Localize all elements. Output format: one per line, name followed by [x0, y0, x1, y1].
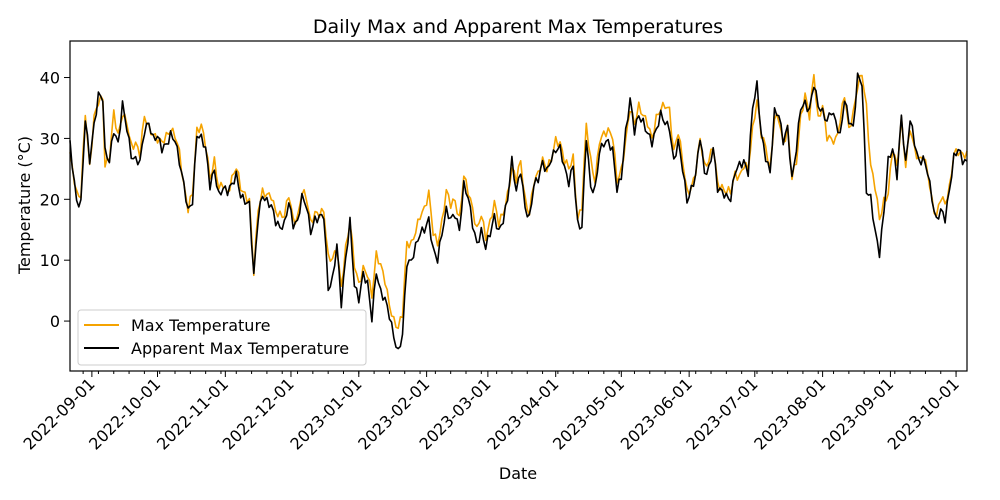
- legend-label-apparent: Apparent Max Temperature: [131, 339, 349, 358]
- legend-label-max: Max Temperature: [131, 316, 271, 335]
- y-tick-label: 10: [40, 251, 60, 270]
- legend-box: [77, 309, 367, 366]
- series-line-apparent-max-temperature: [69, 72, 968, 350]
- plot-area: [69, 72, 968, 350]
- series-line-max-temperature: [69, 73, 968, 330]
- y-axis-label: Temperature (°C): [15, 136, 34, 275]
- legend: Max Temperature Apparent Max Temperature: [77, 309, 367, 366]
- y-tick-label: 20: [40, 190, 60, 209]
- chart-title: Daily Max and Apparent Max Temperatures: [313, 16, 723, 38]
- y-tick-label: 0: [50, 312, 60, 331]
- plot-frame: [69, 40, 968, 372]
- y-tick-label: 30: [40, 129, 60, 148]
- y-tick-label: 40: [40, 69, 60, 88]
- x-axis-label: Date: [499, 464, 537, 483]
